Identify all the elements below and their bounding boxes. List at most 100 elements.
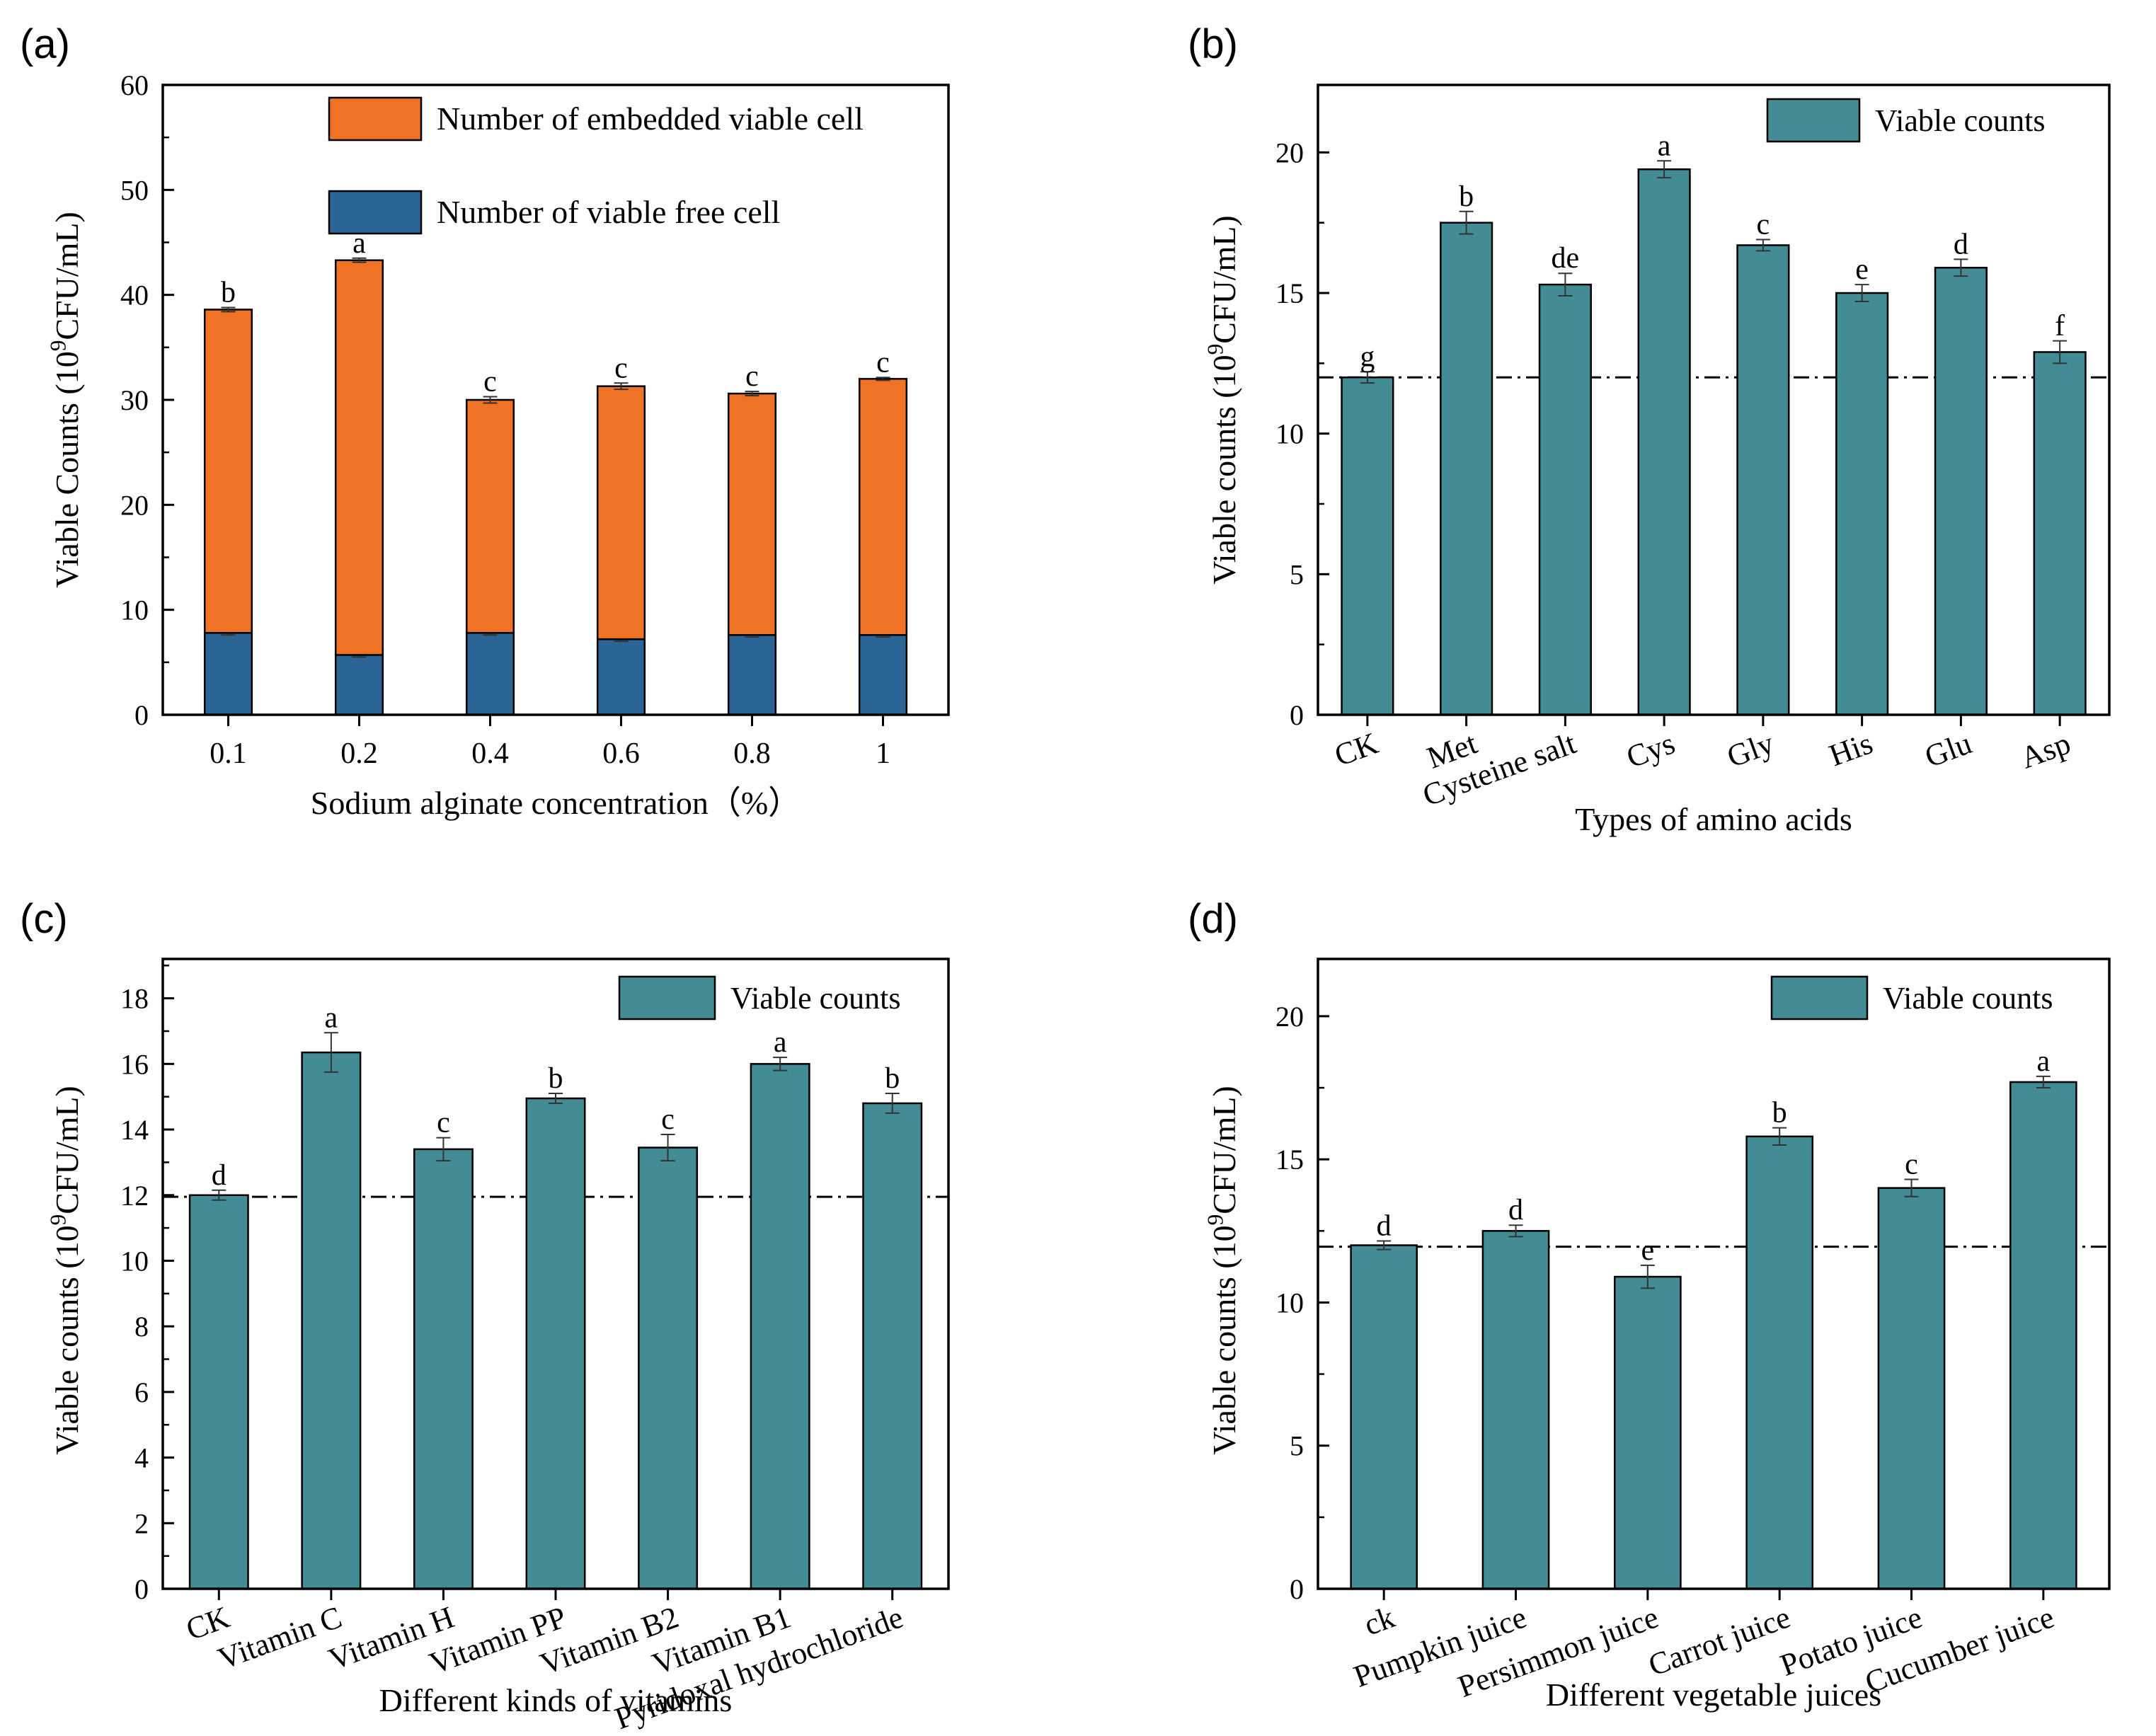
y-tick-label: 4 bbox=[134, 1442, 149, 1474]
x-tick-label: 0.2 bbox=[340, 737, 378, 770]
bar bbox=[188, 1194, 249, 1590]
legend-label: Viable counts bbox=[1875, 103, 2046, 138]
significance-letter: c bbox=[1905, 1149, 1918, 1181]
bar bbox=[301, 1051, 362, 1590]
significance-letter: c bbox=[437, 1107, 450, 1139]
significance-letter: b bbox=[221, 276, 236, 309]
significance-letter: c bbox=[1757, 209, 1770, 241]
y-axis-title: Viable counts (109CFU/mL) bbox=[1203, 1086, 1242, 1454]
panel-label: (d) bbox=[1188, 896, 1238, 942]
bar bbox=[1341, 376, 1394, 716]
plot-frame bbox=[1317, 84, 2111, 716]
y-tick-label: 50 bbox=[120, 174, 149, 206]
y-tick-label: 40 bbox=[120, 280, 149, 311]
y-tick-label: 8 bbox=[134, 1311, 149, 1343]
legend: Viable counts bbox=[1766, 98, 2046, 143]
significance-letter: de bbox=[1552, 242, 1580, 275]
bar bbox=[596, 385, 646, 640]
x-tick-label: Glu bbox=[1920, 725, 1976, 774]
significance-letter: a bbox=[774, 1026, 787, 1059]
y-axis-title: Viable counts (109CFU/mL) bbox=[46, 1086, 85, 1454]
panel-label: (b) bbox=[1188, 21, 1238, 67]
bar bbox=[1637, 168, 1691, 716]
bar bbox=[1614, 1275, 1682, 1590]
y-tick-label: 20 bbox=[120, 489, 149, 521]
legend: Number of embedded viable cell Number of … bbox=[328, 96, 864, 235]
significance-letter: c bbox=[745, 360, 759, 393]
x-axis-title: Different kinds of vitamins bbox=[379, 1682, 733, 1718]
significance-letter: e bbox=[1641, 1234, 1655, 1267]
bar bbox=[525, 1097, 586, 1590]
x-axis-title: Sodium alginate concentration（%） bbox=[311, 785, 801, 821]
significance-letter: b bbox=[1772, 1097, 1787, 1129]
chart-panel-a: (a)0102030405060abcabababbacccc0.10.20.4… bbox=[20, 21, 950, 821]
x-tick-label: ck bbox=[1360, 1599, 1399, 1642]
bar bbox=[465, 632, 515, 716]
y-axis-title: Viable Counts (109CFU/mL) bbox=[46, 212, 85, 588]
significance-letter: d bbox=[1508, 1194, 1523, 1226]
significance-letter: a bbox=[1658, 130, 1671, 162]
bar bbox=[1877, 1187, 1946, 1590]
legend-swatch bbox=[618, 975, 716, 1021]
y-tick-label: 18 bbox=[120, 983, 149, 1015]
x-tick-label: His bbox=[1825, 725, 1877, 773]
bar bbox=[1934, 267, 1988, 716]
significance-letter: b bbox=[1459, 180, 1474, 213]
bar bbox=[2009, 1081, 2077, 1590]
significance-letter: e bbox=[1855, 253, 1869, 286]
y-tick-label: 10 bbox=[1275, 1287, 1304, 1318]
bar bbox=[465, 398, 515, 634]
legend: Viable counts bbox=[618, 975, 901, 1021]
y-tick-label: 6 bbox=[134, 1376, 149, 1408]
bar bbox=[1538, 283, 1592, 716]
x-tick-label: Asp bbox=[2016, 725, 2075, 775]
x-axis-title: Different vegetable juices bbox=[1546, 1677, 1881, 1713]
bar bbox=[334, 654, 384, 716]
bar bbox=[750, 1063, 810, 1590]
x-tick-label: Vitamin C bbox=[214, 1599, 347, 1676]
bar bbox=[858, 634, 908, 716]
plot-frame bbox=[161, 84, 950, 716]
x-tick-label: 1 bbox=[876, 737, 890, 770]
y-tick-label: 16 bbox=[120, 1048, 149, 1080]
significance-letter: d bbox=[212, 1159, 227, 1192]
legend-label: Number of embedded viable cell bbox=[437, 100, 864, 137]
legend-swatch bbox=[1766, 98, 1861, 143]
y-tick-label: 20 bbox=[1275, 137, 1304, 168]
bar bbox=[1481, 1230, 1550, 1590]
y-tick-label: 0 bbox=[1290, 699, 1304, 731]
significance-letter: a bbox=[325, 1001, 338, 1034]
x-tick-label: 0.1 bbox=[210, 737, 247, 770]
bar bbox=[1736, 244, 1790, 716]
bar bbox=[1350, 1244, 1418, 1590]
y-tick-label: 60 bbox=[120, 69, 149, 101]
bar bbox=[727, 634, 777, 716]
legend: Viable counts bbox=[1770, 975, 2053, 1021]
x-tick-label: Carrot juice bbox=[1644, 1599, 1795, 1683]
plot-frame bbox=[161, 958, 950, 1590]
significance-letter: c bbox=[876, 346, 890, 379]
plot-frame bbox=[1317, 958, 2111, 1590]
x-tick-label: 0.4 bbox=[471, 737, 509, 770]
y-tick-label: 0 bbox=[134, 699, 149, 731]
significance-letter: f bbox=[2055, 310, 2065, 343]
x-tick-label: 0.8 bbox=[733, 737, 771, 770]
bar bbox=[203, 632, 253, 716]
y-axis-title: Viable counts (109CFU/mL) bbox=[1203, 215, 1242, 584]
bar bbox=[858, 378, 908, 636]
significance-letter: a bbox=[352, 227, 366, 260]
x-axis-title: Types of amino acids bbox=[1575, 801, 1852, 837]
significance-letter: d bbox=[1377, 1209, 1392, 1242]
bar bbox=[638, 1146, 699, 1590]
y-tick-label: 10 bbox=[120, 1245, 149, 1277]
legend-label: Viable counts bbox=[1883, 981, 2053, 1016]
y-tick-label: 10 bbox=[1275, 418, 1304, 450]
legend-swatch bbox=[328, 190, 423, 235]
y-tick-label: 5 bbox=[1290, 1430, 1304, 1462]
significance-letter: b bbox=[885, 1062, 900, 1095]
y-tick-label: 15 bbox=[1275, 277, 1304, 309]
